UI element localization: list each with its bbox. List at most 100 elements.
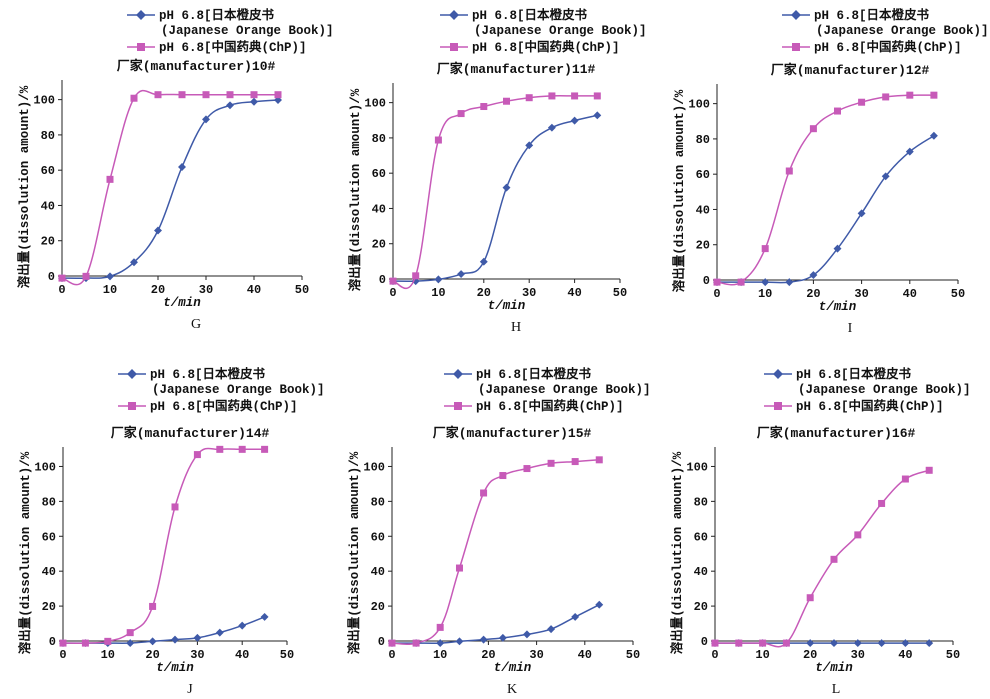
legend: pH 6.8[日本橙皮书(Japanese Orange Book)]pH 6.… xyxy=(782,7,989,55)
x-tick-label: 10 xyxy=(431,286,445,300)
data-point xyxy=(901,639,910,648)
legend-label-series2: pH 6.8[中国药典(ChP)] xyxy=(476,398,624,414)
x-tick-label: 0 xyxy=(58,283,65,297)
x-tick-label: 50 xyxy=(280,648,294,662)
legend-label-series1-line2: (Japanese Orange Book)] xyxy=(474,24,647,38)
data-point xyxy=(455,637,464,646)
x-tick-label: 40 xyxy=(903,287,917,301)
x-axis-label: t/min xyxy=(819,300,857,314)
data-point xyxy=(854,531,862,539)
data-point xyxy=(126,639,135,648)
data-point xyxy=(434,136,442,144)
data-point xyxy=(106,272,114,281)
y-tick-label: 40 xyxy=(371,565,385,579)
data-point xyxy=(388,639,396,647)
series-line xyxy=(61,89,278,286)
data-point xyxy=(711,639,719,647)
data-point xyxy=(806,594,814,602)
data-point xyxy=(929,131,938,140)
legend-marker-series1 xyxy=(773,369,783,379)
legend-label-series1-line2: (Japanese Orange Book)] xyxy=(816,24,989,38)
data-point xyxy=(877,639,886,648)
series-1 xyxy=(388,600,604,648)
y-tick-label: 20 xyxy=(696,239,710,253)
y-tick-label: 60 xyxy=(696,168,710,182)
series-line xyxy=(62,447,265,644)
data-point xyxy=(436,639,445,648)
x-tick-label: 40 xyxy=(567,286,581,300)
data-point xyxy=(260,612,269,621)
data-point xyxy=(193,451,201,459)
x-axis-label: t/min xyxy=(815,661,853,675)
y-tick-label: 0 xyxy=(48,270,55,284)
x-tick-label: 20 xyxy=(481,648,495,662)
series-1 xyxy=(58,96,282,283)
x-tick-label: 20 xyxy=(151,283,165,297)
x-tick-label: 50 xyxy=(946,648,960,662)
series-line xyxy=(716,94,934,286)
data-point xyxy=(130,94,138,102)
data-point xyxy=(216,445,224,453)
y-tick-label: 40 xyxy=(372,202,386,216)
legend-label-series2: pH 6.8[中国药典(ChP)] xyxy=(796,398,944,414)
data-point xyxy=(830,555,838,563)
x-tick-label: 30 xyxy=(190,648,204,662)
data-point xyxy=(785,278,794,287)
data-point xyxy=(547,123,556,132)
y-tick-label: 20 xyxy=(371,600,385,614)
data-point xyxy=(457,270,466,279)
x-tick-label: 0 xyxy=(388,648,395,662)
data-point xyxy=(154,91,162,99)
chart-panel-l: pH 6.8[日本橙皮书(Japanese Orange Book)]pH 6.… xyxy=(669,366,971,697)
data-point xyxy=(480,489,488,497)
y-tick-label: 0 xyxy=(49,635,56,649)
y-tick-label: 100 xyxy=(363,460,385,474)
y-tick-label: 80 xyxy=(372,132,386,146)
chart-title: 厂家(manufacturer)10# xyxy=(117,58,276,74)
data-point xyxy=(878,499,886,507)
x-axis-label: t/min xyxy=(156,661,194,675)
data-point xyxy=(226,91,234,99)
y-tick-label: 80 xyxy=(371,495,385,509)
data-point xyxy=(274,91,282,99)
legend: pH 6.8[日本橙皮书(Japanese Orange Book)]pH 6.… xyxy=(764,366,971,414)
x-tick-label: 0 xyxy=(711,648,718,662)
data-point xyxy=(548,92,556,100)
data-point xyxy=(82,272,90,280)
series-line xyxy=(714,469,930,648)
panel-label: G xyxy=(191,317,201,332)
legend-label-series1-line1: pH 6.8[日本橙皮书 xyxy=(476,366,592,382)
x-tick-label: 40 xyxy=(235,648,249,662)
data-point xyxy=(593,111,602,120)
data-point xyxy=(833,244,842,253)
legend-label-series1-line2: (Japanese Orange Book)] xyxy=(161,24,334,38)
x-tick-label: 50 xyxy=(295,283,309,297)
legend-marker-series1 xyxy=(453,369,463,379)
y-tick-label: 0 xyxy=(703,274,710,288)
x-tick-label: 30 xyxy=(851,648,865,662)
series-line xyxy=(391,604,600,644)
panel-label: I xyxy=(848,321,853,336)
data-point xyxy=(193,633,202,642)
y-axis-label: 溶出量(dissolution amount)/% xyxy=(671,89,687,292)
data-point xyxy=(58,274,66,282)
data-point xyxy=(238,621,247,630)
chart-title: 厂家(manufacturer)11# xyxy=(437,61,596,77)
data-point xyxy=(930,91,938,99)
legend-label-series1-line1: pH 6.8[日本橙皮书 xyxy=(814,7,930,23)
chart-panel-k: pH 6.8[日本橙皮书(Japanese Orange Book)]pH 6.… xyxy=(346,366,651,697)
panel-label: L xyxy=(832,682,841,697)
chart-title: 厂家(manufacturer)14# xyxy=(111,425,270,441)
chart-title: 厂家(manufacturer)15# xyxy=(433,425,592,441)
data-point xyxy=(901,475,909,483)
x-tick-label: 10 xyxy=(103,283,117,297)
y-tick-label: 80 xyxy=(42,495,56,509)
legend-label-series2: pH 6.8[中国药典(ChP)] xyxy=(472,39,620,55)
y-tick-label: 20 xyxy=(372,238,386,252)
data-point xyxy=(782,639,790,647)
series-1 xyxy=(389,111,602,286)
legend-label-series2: pH 6.8[中国药典(ChP)] xyxy=(150,398,298,414)
legend: pH 6.8[日本橙皮书(Japanese Orange Book)]pH 6.… xyxy=(127,7,334,55)
data-point xyxy=(713,278,721,286)
